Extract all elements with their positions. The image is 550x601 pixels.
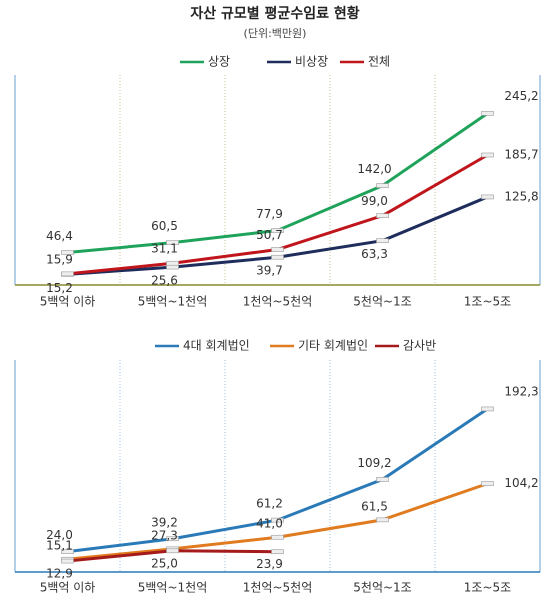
marker (271, 247, 284, 252)
value-label: 39,2 (151, 515, 178, 529)
legend-label: 상장 (208, 55, 230, 69)
legend-label: 감사반 (403, 339, 436, 353)
x-tick-label: 1조~5조 (464, 295, 511, 309)
value-label: 39,7 (256, 264, 283, 278)
x-tick-label: 5백억 이하 (40, 295, 96, 309)
value-label: 125,8 (504, 189, 538, 203)
marker (166, 264, 179, 270)
x-tick-label: 5천억~1조 (353, 580, 411, 595)
value-label: 192,3 (504, 384, 538, 398)
marker (481, 194, 494, 200)
x-tick-label: 5백억 이하 (40, 581, 96, 595)
value-label: 245,2 (504, 89, 538, 103)
value-label: 61,2 (256, 497, 283, 511)
marker (61, 250, 74, 255)
marker (376, 213, 389, 218)
value-label: 46,4 (46, 229, 73, 243)
x-tick-label: 5백억~1천억 (138, 294, 208, 309)
marker (481, 406, 494, 412)
marker (271, 254, 284, 260)
marker (271, 549, 284, 555)
marker (481, 111, 494, 116)
marker (481, 152, 494, 158)
marker (376, 183, 389, 188)
marker (166, 536, 179, 542)
marker (376, 477, 389, 482)
marker (271, 517, 284, 523)
x-tick-label: 5백억~1천억 (138, 580, 208, 595)
legend-label: 기타 회계법인 (298, 339, 368, 353)
marker (166, 260, 179, 266)
marker (271, 534, 284, 540)
marker (166, 548, 179, 554)
legend-label: 4대 회계법인 (183, 339, 250, 353)
marker (61, 271, 74, 277)
value-label: 99,0 (361, 194, 388, 208)
value-label: 24,0 (46, 528, 73, 542)
value-label: 63,3 (361, 247, 388, 261)
marker (481, 481, 494, 486)
x-tick-label: 1조~5조 (464, 581, 511, 595)
value-label: 15,2 (46, 281, 73, 295)
value-label: 77,9 (256, 207, 283, 221)
value-label: 185,7 (504, 148, 538, 162)
legend-label: 비상장 (295, 55, 328, 69)
x-tick-label: 1천억~5천억 (243, 580, 313, 595)
value-label: 23,9 (256, 557, 283, 571)
value-label: 27,3 (151, 528, 178, 542)
x-tick-label: 5천억~1조 (353, 294, 411, 309)
marker (166, 240, 179, 245)
value-label: 60,5 (151, 219, 178, 233)
marker (376, 238, 389, 243)
marker (271, 228, 284, 233)
marker (61, 558, 74, 564)
x-tick-label: 1천억~5천억 (243, 294, 313, 309)
chart-title: 자산 규모별 평균수임료 현황 (190, 5, 359, 22)
value-label: 31,1 (151, 242, 178, 256)
value-label: 50,7 (256, 228, 283, 242)
value-label: 61,5 (361, 499, 388, 513)
value-label: 12,9 (46, 567, 73, 581)
value-label: 41,0 (256, 517, 283, 531)
value-label: 109,2 (357, 456, 391, 470)
value-label: 25,0 (151, 556, 178, 570)
value-label: 15,1 (46, 539, 73, 553)
marker (61, 549, 74, 554)
marker (376, 517, 389, 523)
value-label: 142,0 (357, 162, 391, 176)
value-label: 25,6 (151, 274, 178, 288)
legend-label: 전체 (368, 55, 390, 69)
chart-subtitle: (단위:백만원) (244, 27, 307, 40)
value-label: 15,9 (46, 252, 73, 266)
value-label: 104,2 (504, 476, 538, 490)
